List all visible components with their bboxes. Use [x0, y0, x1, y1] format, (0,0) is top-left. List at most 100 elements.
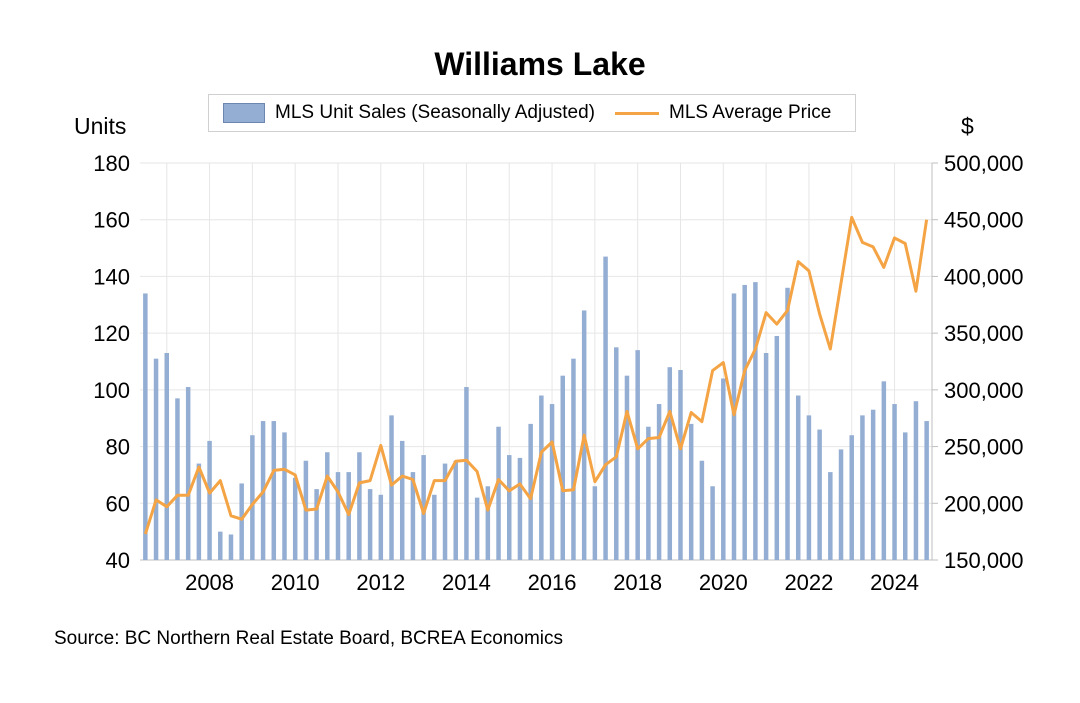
unit-sales-bar	[378, 494, 384, 560]
unit-sales-bar	[560, 375, 566, 560]
unit-sales-bar	[731, 293, 737, 560]
x-tick-label: 2012	[356, 570, 405, 595]
unit-sales-bar	[849, 435, 854, 560]
unit-sales-bar	[143, 293, 148, 560]
unit-sales-bar	[207, 440, 212, 560]
unit-sales-bar	[721, 378, 726, 560]
legend-swatch-bar	[223, 103, 265, 123]
unit-sales-bar	[763, 352, 769, 560]
unit-sales-bar	[860, 415, 865, 560]
unit-sales-bar	[357, 452, 362, 560]
unit-sales-bar	[474, 497, 480, 560]
unit-sales-bar	[228, 534, 234, 560]
unit-sales-bar	[485, 486, 491, 560]
right-tick-label: 450,000	[944, 208, 1024, 233]
unit-sales-bar	[271, 421, 277, 560]
x-tick-label: 2016	[528, 570, 577, 595]
legend-label-average-price: MLS Average Price	[669, 102, 832, 123]
right-axis-title: $	[961, 113, 974, 139]
x-tick-label: 2008	[185, 570, 234, 595]
unit-sales-bar	[506, 455, 512, 560]
x-tick-label: 2014	[442, 570, 491, 595]
unit-sales-bar	[164, 352, 170, 560]
unit-sales-bar	[196, 463, 202, 560]
unit-sales-bar	[421, 455, 426, 560]
unit-sales-bar	[892, 404, 897, 560]
unit-sales-bar	[656, 404, 662, 560]
right-tick-label: 300,000	[944, 378, 1024, 403]
unit-sales-bar	[838, 449, 844, 560]
x-tick-label: 2020	[699, 570, 748, 595]
unit-sales-bar	[399, 440, 405, 560]
unit-sales-bar	[710, 486, 715, 560]
legend-swatch-line	[615, 111, 659, 115]
unit-sales-bar	[185, 387, 191, 560]
unit-sales-bar	[913, 401, 919, 560]
unit-sales-bar	[442, 463, 448, 560]
legend-item-unit-sales: MLS Unit Sales (Seasonally Adjusted)	[209, 102, 595, 124]
source-note: Source: BC Northern Real Estate Board, B…	[54, 628, 564, 649]
right-tick-label: 150,000	[944, 548, 1024, 573]
unit-sales-bar	[389, 415, 394, 560]
unit-sales-bar	[153, 358, 159, 560]
x-tick-label: 2010	[271, 570, 320, 595]
legend-label-unit-sales: MLS Unit Sales (Seasonally Adjusted)	[275, 102, 595, 123]
unit-sales-bar	[571, 358, 576, 560]
unit-sales-bar	[325, 452, 330, 560]
unit-sales-bar	[603, 256, 608, 560]
unit-sales-bar	[753, 282, 758, 560]
x-tick-label: 2018	[613, 570, 662, 595]
unit-sales-bar	[218, 531, 223, 560]
unit-sales-bar	[635, 350, 640, 560]
unit-sales-bar	[464, 387, 469, 560]
unit-sales-bar	[924, 421, 929, 560]
unit-sales-bar	[817, 429, 822, 560]
unit-sales-bar	[902, 432, 908, 560]
right-tick-label: 200,000	[944, 491, 1024, 516]
unit-sales-bar	[795, 395, 801, 560]
average-price-line	[143, 215, 929, 535]
left-tick-label: 120	[93, 321, 130, 346]
unit-sales-bar	[453, 460, 458, 560]
unit-sales-bar	[881, 381, 887, 560]
unit-sales-bar	[592, 486, 598, 560]
unit-sales-bar	[239, 483, 244, 560]
unit-sales-bar	[774, 335, 780, 560]
right-tick-label: 400,000	[944, 264, 1024, 289]
unit-sales-bar	[549, 404, 555, 560]
unit-sales-bar	[870, 409, 876, 560]
unit-sales-bar	[667, 367, 673, 560]
unit-sales-bar	[678, 370, 683, 560]
unit-sales-bar	[282, 432, 287, 560]
unit-sales-bar	[806, 415, 812, 560]
right-tick-label: 500,000	[944, 151, 1024, 176]
unit-sales-bar	[646, 426, 651, 560]
unit-sales-bar	[175, 398, 180, 560]
unit-sales-bar	[250, 435, 255, 560]
chart-title: Williams Lake	[434, 46, 646, 82]
x-tick-label: 2022	[784, 570, 833, 595]
unit-sales-bar	[410, 472, 416, 560]
left-tick-label: 100	[93, 378, 130, 403]
left-tick-label: 80	[106, 435, 130, 460]
unit-sales-bar	[367, 489, 373, 560]
left-tick-label: 140	[93, 264, 130, 289]
unit-sales-bar	[785, 287, 790, 560]
right-tick-label: 350,000	[944, 321, 1024, 346]
legend-item-average-price: MLS Average Price	[601, 102, 831, 124]
left-axis-title: Units	[74, 113, 127, 139]
x-tick-label: 2024	[870, 570, 919, 595]
unit-sales-bar	[314, 489, 319, 560]
unit-sales-bar	[335, 472, 341, 560]
unit-sales-bar	[292, 477, 298, 560]
unit-sales-bar	[828, 472, 833, 560]
unit-sales-bar	[432, 494, 437, 560]
left-tick-label: 180	[93, 151, 130, 176]
chart-legend: MLS Unit Sales (Seasonally Adjusted) MLS…	[208, 94, 856, 132]
unit-sales-bar	[624, 375, 630, 560]
unit-sales-bar	[742, 284, 747, 560]
right-tick-label: 250,000	[944, 435, 1024, 460]
unit-sales-bar	[539, 395, 544, 560]
unit-sales-bar	[688, 423, 694, 560]
